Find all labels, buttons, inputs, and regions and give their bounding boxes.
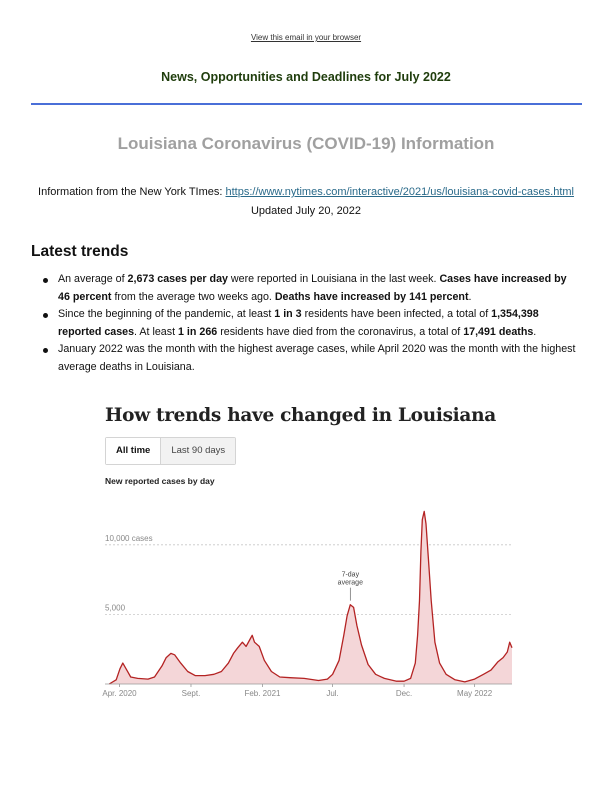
- annotation-label: 7-day: [342, 572, 360, 579]
- updated-date: Updated July 20, 2022: [250, 205, 362, 217]
- trend-text: .: [533, 325, 537, 338]
- view-in-browser-link[interactable]: View this email in your browser: [250, 33, 362, 42]
- annotation-label: average: [338, 580, 363, 587]
- cases-chart: 5,000 10,000 cases Apr. 2020 Sept. Feb. 2021…: [102, 510, 513, 698]
- x-tick-label: Jul.: [326, 689, 338, 698]
- trend-text: residents have died from the coronavirus…: [217, 325, 464, 338]
- trend-text: Since the beginning of the pandemic, at …: [58, 308, 275, 320]
- trend-highlight: 2,673 cases per day: [127, 273, 228, 285]
- x-tick-label: May 2022: [457, 689, 493, 698]
- y-gridline-label: 5,000: [105, 603, 126, 612]
- header-divider: [31, 103, 582, 105]
- newsletter-title: News, Opportunities and Deadlines for Ju…: [161, 70, 451, 84]
- x-tick-label: Sept.: [182, 689, 201, 698]
- trend-highlight: Cases have increased by 46 percent: [58, 273, 567, 303]
- trend-text: residents have been infected, a total of: [301, 308, 492, 320]
- trend-text: from the average two weeks ago.: [111, 290, 275, 303]
- trend-highlight: Deaths have increased by 141 percent: [274, 290, 469, 303]
- source-line: Information from the New York TImes: htt…: [0, 186, 612, 198]
- trends-heading: Latest trends: [31, 243, 129, 260]
- trend-text: January 2022 was the month with the high…: [58, 343, 576, 373]
- trend-highlight: 1,354,398 reported cases: [58, 308, 539, 338]
- chart-tabs: All time Last 90 days: [105, 437, 237, 465]
- trend-highlight: 1 in 266: [178, 325, 218, 338]
- trend-highlight: 17,491 deaths: [463, 325, 534, 338]
- trend-item: Since the beginning of the pandemic, at …: [38, 306, 578, 341]
- chart-title: How trends have changed in Louisiana: [105, 405, 496, 426]
- source-link[interactable]: https://www.nytimes.com/interactive/2021…: [225, 186, 574, 198]
- x-tick-label: Apr. 2020: [102, 689, 137, 698]
- x-tick-label: Dec.: [396, 689, 412, 698]
- tab-all-time[interactable]: All time: [106, 438, 162, 464]
- trend-item: January 2022 was the month with the high…: [38, 341, 578, 376]
- trend-text: .: [468, 290, 472, 303]
- trend-text: . At least: [134, 325, 179, 338]
- y-gridline-label: 10,000 cases: [105, 534, 153, 543]
- source-prefix: Information from the New York TImes:: [38, 186, 226, 198]
- tab-last-90-days[interactable]: Last 90 days: [161, 438, 236, 464]
- trends-list: An average of 2,673 cases per day were r…: [38, 271, 578, 376]
- section-title: Louisiana Coronavirus (COVID-19) Informa…: [117, 134, 495, 153]
- cases-line: [108, 510, 513, 685]
- trend-text: An average of: [58, 273, 128, 285]
- chart-subtitle: New reported cases by day: [105, 476, 215, 486]
- x-tick-label: Feb. 2021: [244, 689, 281, 698]
- trend-item: An average of 2,673 cases per day were r…: [38, 271, 578, 306]
- cases-area: [109, 511, 512, 684]
- trend-text: were reported in Louisiana in the last w…: [227, 273, 440, 285]
- trend-highlight: 1 in 3: [274, 308, 302, 320]
